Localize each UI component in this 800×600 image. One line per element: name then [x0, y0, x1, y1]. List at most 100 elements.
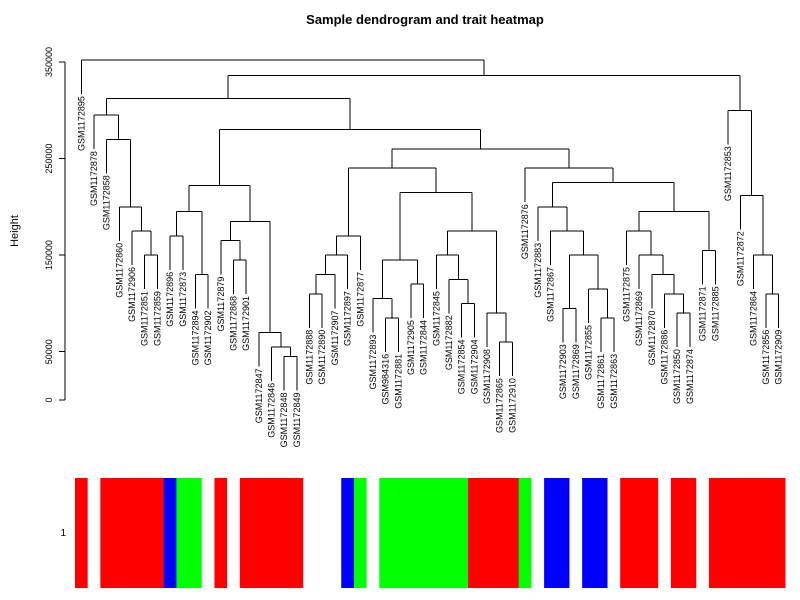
heatmap-cell	[430, 478, 444, 588]
leaf-label: GSM1172902	[203, 310, 213, 365]
heatmap-cell	[277, 478, 292, 588]
leaf-label: GSM1172882	[444, 315, 454, 370]
leaf-label: GSM1172888	[305, 330, 315, 385]
leaf-label: GSM1172856	[761, 330, 771, 385]
leaf-label: GSM1172878	[89, 151, 99, 206]
heatmap-cell	[113, 478, 127, 588]
heatmap-cell	[265, 478, 279, 588]
heatmap-cell	[468, 478, 482, 588]
heatmap-cell	[227, 478, 241, 588]
leaf-label: GSM1172910	[507, 378, 517, 433]
leaf-label: GSM1172903	[558, 344, 568, 399]
heatmap-cell	[506, 478, 520, 588]
heatmap-cell	[391, 478, 406, 588]
leaf-label: GSM1172881	[393, 354, 403, 409]
leaf-label: GSM1172848	[279, 393, 289, 448]
heatmap-cell	[696, 478, 710, 588]
y-tick-label: 350000	[44, 47, 54, 77]
plot-title: Sample dendrogram and trait heatmap	[306, 12, 544, 27]
heatmap-cell	[721, 478, 735, 588]
heatmap-cell	[759, 478, 773, 588]
leaf-label: GSM1172846	[267, 383, 277, 438]
leaf-label: GSM1172872	[736, 231, 746, 286]
heatmap-cell	[87, 478, 101, 588]
heatmap-cell	[746, 478, 761, 588]
leaf-labels: GSM1172851 GSM1172859 GSM1172906GSM1172860…	[76, 96, 783, 447]
leaf-label: GSM984316	[381, 354, 391, 405]
leaf-label: GSM1172886	[660, 330, 670, 385]
y-axis-label: Height	[9, 215, 21, 247]
heatmap-cell	[556, 478, 570, 588]
y-axis: 0 50000 150000 250000 350000	[44, 47, 66, 403]
heatmap-cell	[100, 478, 114, 588]
leaf-label: GSM1172850	[672, 349, 682, 404]
leaf-label: GSM1172853	[723, 146, 733, 201]
heatmap-cell	[125, 478, 139, 588]
heatmap-cell	[632, 478, 647, 588]
heatmap-cell	[75, 478, 89, 588]
leaf-label: GSM1172851	[140, 291, 150, 346]
leaf-label: GSM1172859	[152, 291, 162, 346]
heatmap-cell	[189, 478, 203, 588]
heatmap-cell	[582, 478, 596, 588]
leaf-label: GSM1172906	[127, 267, 137, 322]
heatmap-cell	[379, 478, 393, 588]
leaf-label: GSM1172877	[355, 272, 365, 327]
heatmap-cell	[151, 478, 165, 588]
heatmap-cell	[442, 478, 456, 588]
heatmap-cell	[290, 478, 304, 588]
heatmap-cell	[480, 478, 494, 588]
heatmap-cell	[176, 478, 190, 588]
leaf-label: GSM1172845	[431, 291, 441, 346]
y-tick-label: 150000	[44, 240, 54, 270]
leaf-label: GSM1172868	[228, 296, 238, 351]
heatmap-cell	[239, 478, 253, 588]
heatmap-cell	[252, 478, 266, 588]
leaf-label: GSM1172904	[469, 339, 479, 394]
heatmap-cell	[645, 478, 659, 588]
leaf-label: GSM1172905	[406, 320, 416, 375]
heatmap-cell	[594, 478, 608, 588]
leaf-label: GSM1172865	[495, 378, 505, 433]
heatmap-cell	[620, 478, 634, 588]
heatmap-cell	[569, 478, 583, 588]
heatmap-cell	[353, 478, 368, 588]
heatmap-cell	[341, 478, 355, 588]
trait-row-label: 1	[60, 528, 66, 539]
leaf-label: GSM1172885	[710, 286, 720, 341]
heatmap-cell	[328, 478, 342, 588]
leaf-label: GSM1172908	[482, 349, 492, 404]
heatmap-cell	[315, 478, 330, 588]
heatmap-cell	[455, 478, 469, 588]
heatmap-cell	[214, 478, 228, 588]
heatmap-cell	[531, 478, 545, 588]
leaf-label: GSM1172847	[254, 368, 264, 423]
heatmap-cell	[404, 478, 418, 588]
trait-heatmap-row	[75, 478, 786, 588]
leaf-label: GSM1172874	[685, 349, 695, 404]
heatmap-cell	[607, 478, 621, 588]
leaf-label: GSM1172855	[583, 325, 593, 380]
leaf-label: GSM1172876	[520, 204, 530, 259]
leaf-label: GSM1172864	[748, 291, 758, 346]
leaf-label: GSM1172867	[545, 267, 555, 322]
leaf-label: GSM1172863	[609, 354, 619, 409]
leaf-label: GSM1172909	[774, 330, 784, 385]
heatmap-cell	[670, 478, 685, 588]
leaf-label: GSM1172894	[190, 310, 200, 365]
heatmap-cell	[201, 478, 215, 588]
leaf-label: GSM1172890	[317, 330, 327, 385]
leaf-label: GSM1172879	[216, 277, 226, 332]
leaf-label: GSM1172901	[241, 296, 251, 351]
heatmap-cell	[544, 478, 558, 588]
leaf-label: GSM1172897	[343, 291, 353, 346]
dendrogram-tree	[80, 59, 780, 391]
leaf-label: GSM1172849	[292, 393, 302, 448]
leaf-label: GSM1172870	[647, 310, 657, 365]
leaf-label: GSM1172869	[571, 344, 581, 399]
heatmap-cell	[734, 478, 748, 588]
leaf-label: GSM1172844	[419, 320, 429, 375]
y-tick-label: 50000	[44, 339, 54, 364]
leaf-label: GSM1172873	[178, 272, 188, 327]
